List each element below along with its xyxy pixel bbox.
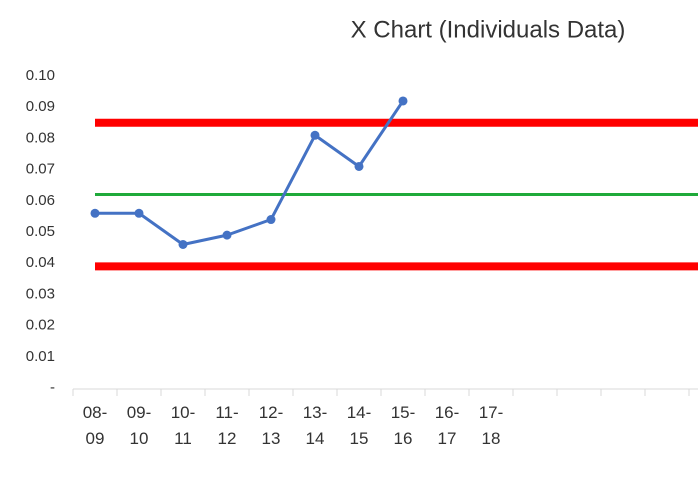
data-point	[178, 239, 188, 249]
data-point	[310, 130, 320, 140]
x-tick-label: 13-14	[302, 403, 328, 448]
data-point	[134, 208, 144, 218]
x-tick-label: 11-12	[215, 403, 239, 448]
data-point	[398, 96, 408, 106]
y-tick-label: 0.09	[26, 98, 55, 115]
y-tick-label: 0.06	[26, 192, 55, 209]
data-line	[95, 100, 405, 246]
x-tick-label: 17-18	[478, 403, 504, 448]
y-tick-label: 0.03	[26, 285, 55, 302]
x-tick-label: 12-13	[258, 403, 284, 448]
x-tick-label: 08-09	[82, 403, 108, 448]
x-tick-label: 16-17	[434, 403, 460, 448]
y-tick-label: 0.10	[26, 67, 55, 84]
plot-area	[90, 96, 698, 271]
y-tick-label: 0.08	[26, 129, 55, 146]
y-tick-label: 0.07	[26, 161, 55, 178]
x-tick-label: 09-10	[126, 403, 152, 448]
x-tick-label: 15-16	[390, 403, 416, 448]
y-tick-label: 0.01	[26, 348, 55, 365]
x-tick-label: 10-11	[170, 403, 196, 448]
data-point	[266, 215, 276, 225]
data-point	[354, 161, 364, 171]
chart-title: X Chart (Individuals Data)	[351, 16, 626, 43]
data-point	[222, 230, 232, 240]
y-tick-label: -	[50, 379, 55, 396]
y-tick-label: 0.04	[26, 254, 55, 271]
y-tick-label: 0.02	[26, 317, 55, 334]
x-tick-label: 14-15	[346, 403, 372, 448]
data-point	[90, 208, 100, 218]
y-tick-label: 0.05	[26, 223, 55, 240]
